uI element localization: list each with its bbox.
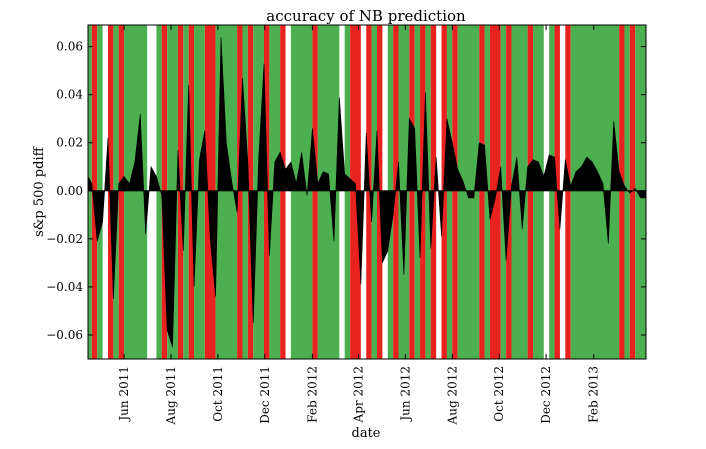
incorrect-band	[264, 25, 270, 359]
incorrect-band	[280, 25, 286, 359]
x-tick-label: Oct 2011	[211, 366, 225, 422]
correct-band	[242, 25, 248, 359]
y-axis-ticks: −0.06 −0.04 −0.02 0.00 0.02 0.04 0.06	[46, 40, 646, 342]
correct-band	[88, 25, 92, 359]
pdiff-area-path	[87, 36, 647, 348]
incorrect-band	[312, 25, 318, 359]
pdiff-area	[87, 36, 647, 348]
incorrect-band	[629, 25, 636, 359]
incorrect-band	[350, 25, 361, 359]
y-axis-label: s&p 500 pdiff	[32, 145, 47, 236]
incorrect-band	[366, 25, 372, 359]
x-tick-label: Dec 2012	[539, 366, 553, 424]
x-tick-label: Apr 2012	[352, 366, 366, 423]
correct-band	[269, 25, 281, 359]
incorrect-band	[565, 25, 571, 359]
incorrect-band	[527, 25, 534, 359]
y-tick-label: −0.04	[46, 280, 83, 294]
correct-band	[290, 25, 313, 359]
incorrect-band	[619, 25, 625, 359]
incorrect-band	[118, 25, 125, 359]
correct-band	[183, 25, 189, 359]
y-tick-label: 0.02	[56, 136, 83, 150]
incorrect-band	[441, 25, 447, 359]
incorrect-band	[420, 25, 426, 359]
y-tick-label: 0.06	[56, 40, 83, 54]
correct-band	[371, 25, 377, 359]
correct-band	[253, 25, 265, 359]
x-tick-label: Feb 2012	[305, 366, 319, 423]
x-tick-label: Aug 2011	[164, 366, 178, 425]
correct-band	[317, 25, 340, 359]
correct-band	[156, 25, 162, 359]
y-tick-label: 0.04	[56, 88, 83, 102]
x-tick-label: Aug 2012	[445, 366, 459, 425]
chart-title: accuracy of NB prediction	[266, 7, 466, 25]
incorrect-band	[393, 25, 399, 359]
x-tick-label: Jun 2012	[398, 366, 412, 423]
x-axis-label: date	[352, 426, 381, 441]
x-tick-label: Dec 2011	[258, 366, 272, 424]
y-tick-label: 0.00	[56, 184, 83, 198]
correct-band	[533, 25, 544, 359]
correct-band	[484, 25, 490, 359]
x-tick-label: Oct 2012	[492, 366, 506, 422]
correct-band	[124, 25, 148, 359]
correct-band	[344, 25, 351, 359]
incorrect-band	[479, 25, 485, 359]
axes	[87, 24, 647, 360]
y-tick-label: −0.02	[46, 232, 83, 246]
correct-band	[549, 25, 555, 359]
x-tick-label: Feb 2013	[587, 366, 601, 423]
x-tick-label: Jun 2011	[117, 366, 131, 423]
plot-frame	[87, 24, 647, 360]
incorrect-band	[237, 25, 243, 359]
incorrect-band	[409, 25, 415, 359]
correct-band	[425, 25, 431, 359]
correct-band	[624, 25, 630, 359]
y-tick-label: −0.06	[46, 328, 83, 342]
correct-band	[194, 25, 205, 359]
x-axis-ticks: Jun 2011 Aug 2011 Oct 2011 Dec 2011 Feb 2012…	[117, 25, 601, 425]
incorrect-band	[452, 25, 458, 359]
correct-band	[570, 25, 620, 359]
correct-band	[446, 25, 453, 359]
